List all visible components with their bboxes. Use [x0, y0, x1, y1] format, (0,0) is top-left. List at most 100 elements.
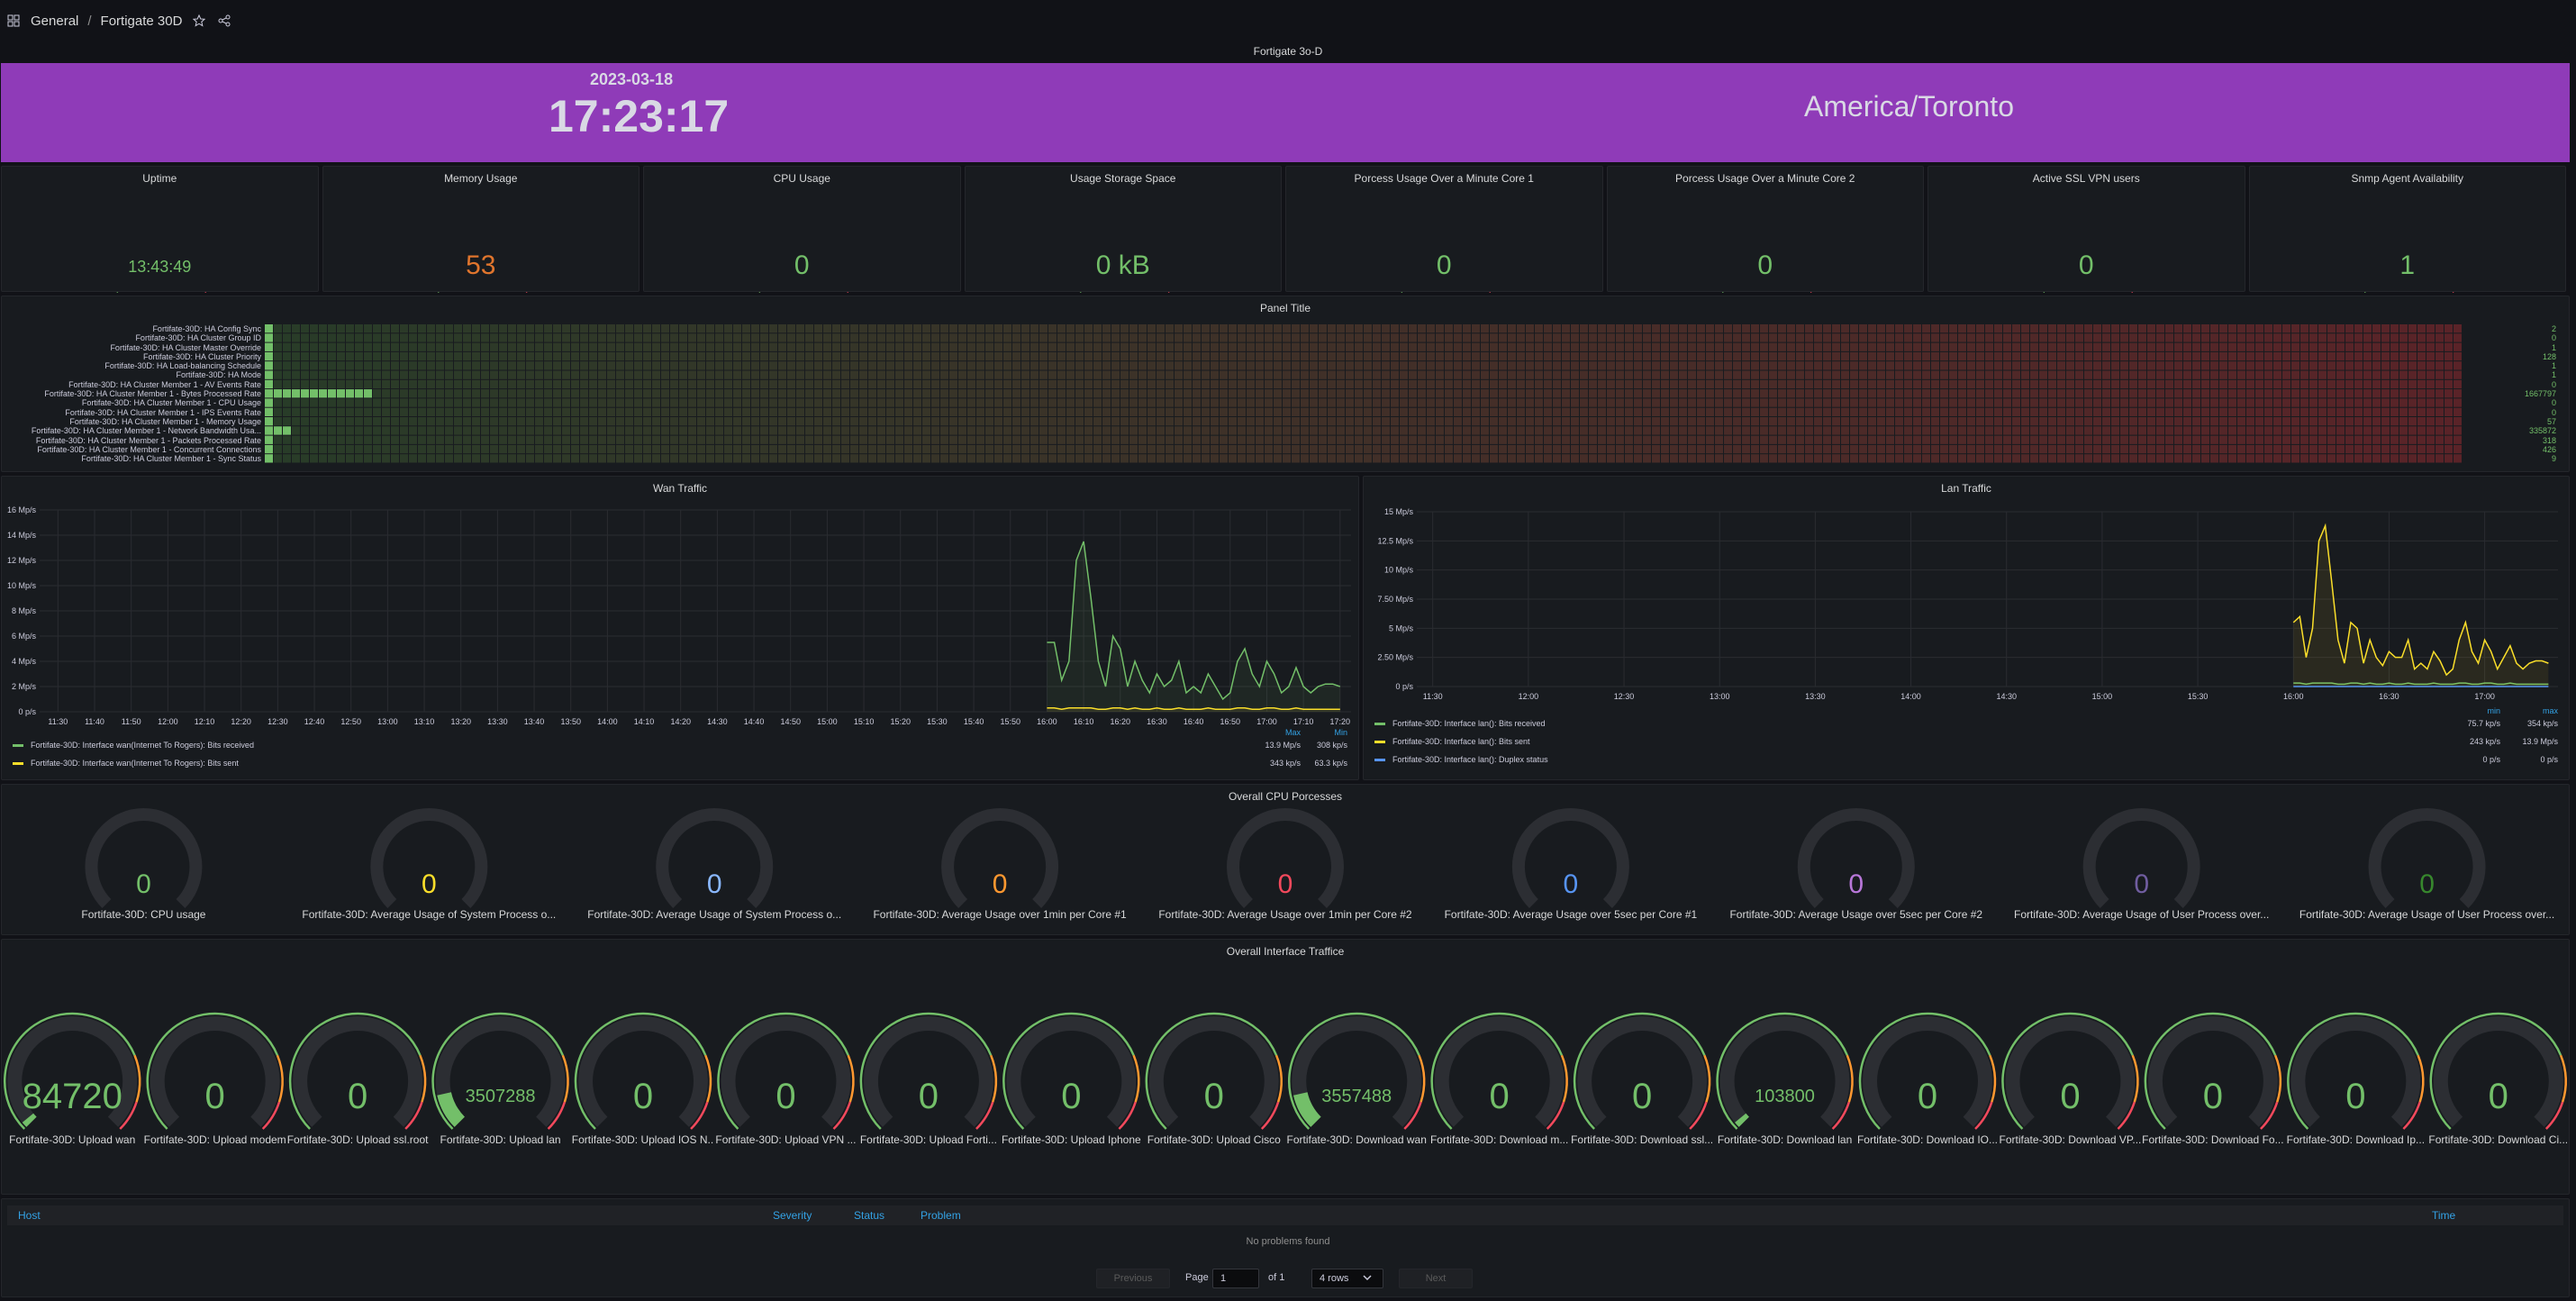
heatmap-cell: [1364, 417, 1372, 426]
heatmap-cell: [1319, 426, 1327, 435]
heatmap-cell: [1301, 342, 1309, 351]
star-icon[interactable]: [191, 13, 207, 29]
apps-grid-icon[interactable]: [5, 13, 22, 29]
heatmap-cell: [1120, 407, 1129, 416]
heatmap-cell: [1571, 435, 1579, 444]
heatmap-cell: [1994, 361, 2002, 370]
col-time[interactable]: Time: [2432, 1209, 2456, 1222]
share-icon[interactable]: [216, 13, 232, 29]
heatmap-cell: [1931, 389, 1939, 398]
previous-page-button[interactable]: Previous: [1096, 1269, 1170, 1288]
heatmap-cell: [2417, 435, 2426, 444]
heatmap-cell: [1193, 426, 1201, 435]
col-host[interactable]: Host: [18, 1209, 41, 1222]
heatmap-cell: [2084, 324, 2092, 333]
legend-header[interactable]: max: [2542, 706, 2558, 715]
legend-item[interactable]: Fortifate-30D: Interface lan(): Duplex s…: [1374, 755, 1548, 764]
heatmap-cell: [1661, 342, 1669, 351]
heatmap-cell: [2138, 389, 2146, 398]
heatmap-cell: [625, 444, 633, 454]
heatmap-cell: [1949, 398, 1957, 407]
heatmap-cell: [787, 454, 795, 463]
legend-header[interactable]: Min: [1334, 728, 1347, 737]
heatmap-cell: [1706, 351, 1714, 361]
heatmap-cell: [1571, 351, 1579, 361]
heatmap-cell: [2075, 379, 2083, 389]
heatmap-cell: [1994, 435, 2002, 444]
heatmap-cell: [859, 370, 867, 379]
heatmap-cell: [913, 426, 921, 435]
heatmap-cell: [409, 407, 417, 416]
heatmap-cell: [1517, 351, 1525, 361]
heatmap-cell: [1084, 351, 1093, 361]
heatmap-cell: [1805, 379, 1813, 389]
heatmap-cell: [2147, 426, 2155, 435]
heatmap-cell: [526, 379, 534, 389]
heatmap-cell: [2147, 351, 2155, 361]
heatmap-cell: [2129, 342, 2137, 351]
col-severity[interactable]: Severity: [773, 1209, 812, 1222]
legend-item[interactable]: Fortifate-30D: Interface lan(): Bits sen…: [1374, 737, 1530, 746]
heatmap-cell: [1490, 426, 1498, 435]
heatmap-cell: [2003, 370, 2011, 379]
rows-per-page-select[interactable]: 4 rows: [1311, 1269, 1383, 1288]
legend-item[interactable]: Fortifate-30D: Interface wan(Internet To…: [13, 741, 254, 750]
col-problem[interactable]: Problem: [921, 1209, 961, 1222]
legend-header[interactable]: Max: [1284, 728, 1301, 737]
dashboard-title[interactable]: Fortigate 30D: [100, 13, 183, 29]
heatmap-cell: [589, 398, 597, 407]
heatmap-cell: [517, 398, 525, 407]
heatmap-cell: [670, 361, 678, 370]
heatmap-cell: [292, 324, 300, 333]
heatmap-cell: [2048, 333, 2056, 342]
heatmap-cell: [958, 379, 966, 389]
heatmap-cell: [1138, 361, 1147, 370]
heatmap-cell: [1193, 407, 1201, 416]
heatmap-cell: [2039, 342, 2047, 351]
heatmap-cell: [2336, 333, 2345, 342]
legend-item[interactable]: Fortifate-30D: Interface wan(Internet To…: [13, 759, 239, 768]
heatmap-cell: [2030, 426, 2038, 435]
heatmap-cell: [1805, 444, 1813, 454]
heatmap-cell: [1670, 342, 1678, 351]
breadcrumb-folder[interactable]: General: [31, 13, 79, 29]
heatmap-cell: [1535, 417, 1543, 426]
heatmap-cell: [1184, 398, 1192, 407]
heatmap-cell: [1391, 379, 1399, 389]
heatmap-cell: [472, 370, 480, 379]
heatmap-cell: [337, 370, 345, 379]
heatmap-cell: [832, 370, 840, 379]
heatmap-cell: [2426, 351, 2435, 361]
heatmap-cell: [607, 398, 615, 407]
heatmap-cell: [1337, 426, 1345, 435]
heatmap-cell: [760, 444, 768, 454]
heatmap-cell: [1138, 351, 1147, 361]
heatmap-cell: [958, 426, 966, 435]
heatmap-cell: [2030, 407, 2038, 416]
heatmap-cell: [1427, 389, 1435, 398]
heatmap-row-label: Fortifate-30D: HA Cluster Member 1 - CPU…: [81, 398, 261, 408]
heatmap-cell: [2057, 435, 2065, 444]
heatmap-cell: [310, 342, 318, 351]
heatmap-cell: [634, 426, 642, 435]
legend-item[interactable]: Fortifate-30D: Interface lan(): Bits rec…: [1374, 719, 1546, 728]
heatmap-cell: [733, 370, 741, 379]
heatmap-cell: [1949, 351, 1957, 361]
gauge-threshold-0: [146, 1012, 279, 1130]
heatmap-cell: [1850, 407, 1858, 416]
heatmap-cell: [2336, 426, 2345, 435]
heatmap-cell: [1940, 444, 1948, 454]
heatmap-cell: [436, 454, 444, 463]
heatmap-cell: [481, 351, 489, 361]
heatmap-cell: [1706, 435, 1714, 444]
next-page-button[interactable]: Next: [1399, 1269, 1473, 1288]
heatmap-cell: [1310, 426, 1318, 435]
col-status[interactable]: Status: [854, 1209, 885, 1222]
heatmap-cell: [1238, 361, 1246, 370]
heatmap-cell: [715, 361, 723, 370]
heatmap-cell: [976, 351, 984, 361]
heatmap-cell: [1913, 379, 1921, 389]
page-number-input[interactable]: 1: [1212, 1269, 1259, 1288]
heatmap-cell: [814, 454, 822, 463]
legend-header[interactable]: min: [2487, 706, 2500, 715]
